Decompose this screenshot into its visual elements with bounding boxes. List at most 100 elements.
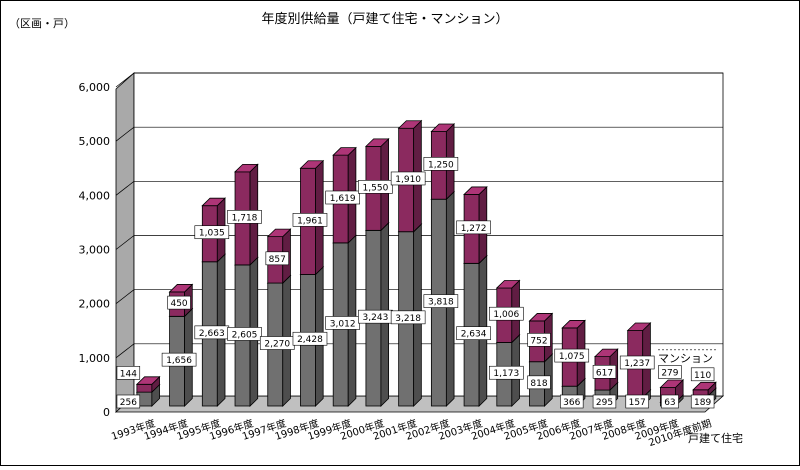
data-label: 857 — [269, 255, 286, 265]
data-label-box — [116, 394, 141, 409]
data-label-box — [116, 366, 141, 380]
y-tick-label: 2,000 — [79, 298, 111, 311]
data-label: 1,656 — [166, 356, 192, 366]
data-label: 3,218 — [395, 314, 421, 324]
data-label: 1,550 — [363, 183, 389, 193]
data-label-box — [527, 375, 551, 390]
data-label: 189 — [694, 398, 711, 408]
data-label: 1,075 — [559, 352, 585, 362]
y-axis-tick-labels: 0 1,000 2,000 3,000 4,000 5,000 6,000 — [79, 81, 111, 419]
data-label-box — [390, 171, 426, 186]
bar-condominium-top — [626, 322, 652, 331]
data-label: 2,428 — [297, 335, 323, 345]
data-label: 1,961 — [297, 216, 323, 226]
y-tick-label: 0 — [103, 406, 110, 419]
data-label-box — [619, 355, 655, 370]
bar-condominium-top — [364, 138, 390, 147]
bar-condominium-top — [397, 120, 423, 129]
gridline-diagonal — [115, 181, 135, 196]
bar-condominium-top — [593, 348, 619, 358]
data-label-box — [560, 394, 584, 409]
data-label-box — [292, 213, 328, 227]
gridline-diagonal — [115, 343, 135, 359]
data-labels: 256 144 1,656 450 2,663 1,035 2,605 1,718 2,270 8… — [116, 157, 715, 409]
data-label: 295 — [596, 398, 613, 408]
data-label-box — [167, 295, 191, 310]
data-label: 256 — [120, 398, 137, 408]
data-label: 1,718 — [232, 213, 258, 223]
data-label-box — [456, 326, 491, 340]
bar-condominium-top — [430, 123, 456, 132]
bar-condominium-top — [332, 147, 357, 156]
bar-condominium-top — [692, 381, 717, 391]
bar-condominium-top — [659, 379, 685, 388]
bar-condominium-top — [299, 160, 325, 169]
data-label: 1,173 — [493, 369, 519, 379]
gridlines — [115, 72, 723, 359]
data-label: 450 — [170, 299, 187, 309]
data-label: 144 — [120, 369, 137, 379]
data-label-box — [690, 367, 715, 382]
bar-condominium-top — [266, 228, 292, 238]
bars — [135, 119, 717, 407]
y-tick-label: 5,000 — [79, 135, 111, 148]
bar-condominium-top — [168, 284, 194, 293]
data-label-box — [592, 365, 617, 379]
y-tick-label: 6,000 — [79, 81, 111, 94]
data-label-box — [292, 331, 328, 346]
data-label-box — [423, 157, 459, 171]
data-label-box — [194, 225, 230, 240]
y-tick-label: 1,000 — [79, 352, 111, 365]
data-label: 2,634 — [461, 330, 487, 340]
chart-title: 年度別供給量（戸建て住宅・マンション） — [261, 11, 508, 27]
bar-condominium-front — [136, 383, 153, 393]
data-label-box — [690, 394, 715, 409]
data-label-box — [456, 220, 491, 235]
data-label: 1,272 — [461, 224, 487, 234]
data-label: 1,237 — [624, 359, 650, 369]
data-label-box — [625, 394, 649, 409]
bar-condominium-top — [561, 320, 586, 329]
y-tick-label: 4,000 — [79, 189, 111, 202]
data-label-box — [358, 180, 393, 194]
data-label-box — [227, 327, 262, 341]
bar-condominium-top — [528, 313, 554, 322]
data-label-box — [592, 394, 617, 409]
bar-condominium-top — [201, 197, 226, 207]
bar-condominium-top — [135, 376, 161, 385]
bar-condominium-top — [495, 280, 521, 289]
data-label: 1,619 — [330, 194, 356, 204]
data-label-box — [661, 394, 679, 409]
data-label: 1,250 — [428, 160, 454, 170]
data-label-box — [390, 310, 426, 325]
data-label: 110 — [694, 371, 711, 381]
data-label: 63 — [664, 398, 675, 408]
data-label: 617 — [596, 368, 613, 378]
data-label-box — [265, 251, 289, 266]
data-label-box — [658, 365, 682, 379]
data-label-box — [161, 352, 197, 367]
x-axis-category-labels: 1993年度1994年度1995年度1996年度1997年度1998年度1999… — [110, 416, 714, 449]
data-label: 752 — [530, 336, 547, 346]
data-label: 1,910 — [395, 175, 421, 185]
data-label: 3,243 — [363, 313, 389, 323]
data-label: 279 — [661, 368, 678, 378]
data-label-box — [423, 294, 459, 308]
data-label-box — [527, 333, 551, 347]
data-label: 2,605 — [232, 330, 258, 340]
data-label: 1,035 — [199, 229, 225, 239]
legend-detached: 戸建て住宅 — [688, 431, 743, 445]
gridline-diagonal — [115, 126, 135, 142]
gridline-diagonal — [115, 289, 135, 304]
data-label-box — [227, 210, 262, 224]
data-label: 366 — [563, 398, 580, 408]
bar-condominium-top — [463, 186, 488, 195]
data-label: 3,012 — [330, 319, 356, 329]
data-label: 818 — [530, 379, 547, 389]
data-label: 2,270 — [264, 340, 290, 350]
legend-condominium: マンション — [658, 352, 713, 365]
data-label-box — [325, 190, 360, 205]
